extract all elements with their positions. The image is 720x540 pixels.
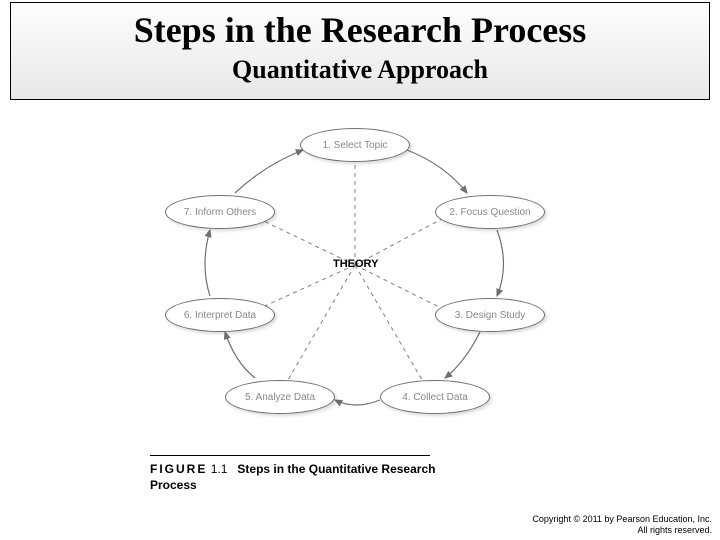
node-design-study: 3. Design Study [435,298,545,332]
figure-label: FIGURE [150,462,207,476]
center-theory-label: THEORY [333,258,378,270]
caption-text: FIGURE 1.1 Steps in the Quantitative Res… [150,462,460,493]
node-label: 1. Select Topic [323,140,388,151]
node-analyze-data: 5. Analyze Data [225,380,335,414]
node-collect-data: 4. Collect Data [380,380,490,414]
node-label: 5. Analyze Data [245,392,315,403]
header-box: Steps in the Research Process Quantitati… [10,2,710,100]
page-title: Steps in the Research Process [11,9,709,51]
figure-number: 1.1 [211,462,228,476]
node-label: 3. Design Study [455,310,526,321]
caption-rule [150,455,430,456]
node-select-topic: 1. Select Topic [300,128,410,162]
node-label: 2. Focus Question [449,207,530,218]
figure-caption: FIGURE 1.1 Steps in the Quantitative Res… [150,455,460,493]
page-subtitle: Quantitative Approach [11,55,709,85]
copyright-line1: Copyright © 2011 by Pearson Education, I… [532,514,712,525]
node-focus-question: 2. Focus Question [435,195,545,229]
node-inform-others: 7. Inform Others [165,195,275,229]
node-interpret-data: 6. Interpret Data [165,298,275,332]
copyright-line2: All rights reserved. [532,525,712,536]
copyright-notice: Copyright © 2011 by Pearson Education, I… [532,514,712,536]
node-label: 4. Collect Data [402,392,468,403]
node-label: 7. Inform Others [184,207,256,218]
research-process-diagram: 1. Select Topic 2. Focus Question 3. Des… [135,110,575,450]
node-label: 6. Interpret Data [184,310,256,321]
